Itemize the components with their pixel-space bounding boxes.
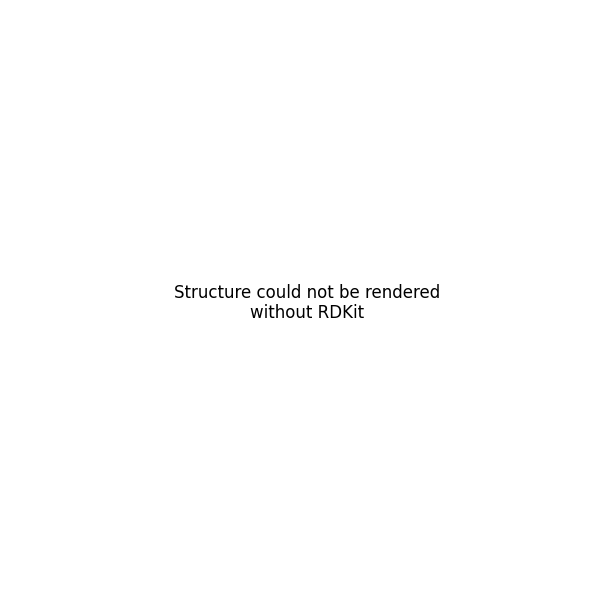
Text: Structure could not be rendered
without RDKit: Structure could not be rendered without … (175, 284, 440, 322)
